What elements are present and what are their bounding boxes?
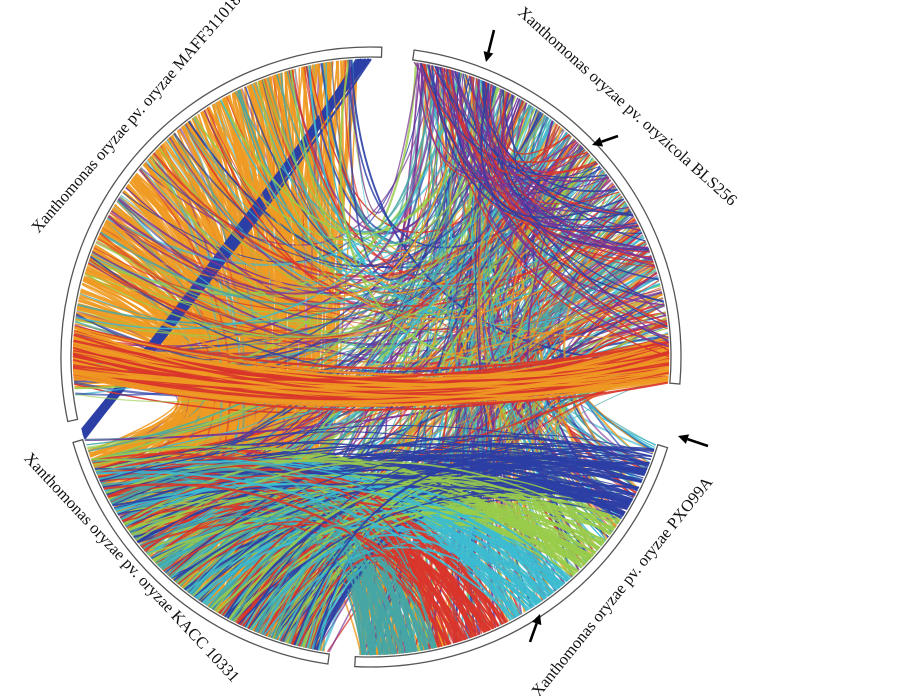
synteny-link [115, 483, 541, 604]
annotation-arrows [483, 29, 709, 643]
synteny-link [73, 369, 669, 407]
synteny-link [192, 71, 456, 597]
annotation-arrow [528, 614, 542, 643]
synteny-link [72, 340, 669, 381]
synteny-link [73, 355, 670, 404]
synteny-link [176, 479, 605, 584]
synteny-link [254, 524, 382, 655]
synteny-link [184, 123, 626, 307]
synteny-link [423, 63, 570, 180]
synteny-link [478, 79, 639, 228]
synteny-link [325, 62, 642, 311]
synteny-link [76, 293, 663, 350]
genome-segment-kacc [72, 438, 330, 665]
synteny-link [442, 67, 668, 324]
synteny-link [152, 501, 593, 561]
synteny-ribbons [72, 58, 670, 656]
synteny-link [138, 84, 493, 310]
synteny-link [263, 546, 531, 636]
synteny-link [228, 479, 611, 620]
synteny-link [348, 59, 420, 214]
synteny-link [168, 515, 413, 653]
synteny-link [73, 335, 669, 388]
synteny-link [472, 76, 652, 258]
synteny-link [499, 88, 650, 253]
synteny-link [125, 475, 523, 615]
synteny-link [219, 86, 499, 235]
synteny-link [232, 92, 640, 320]
synteny-link [99, 437, 647, 482]
synteny-link [480, 83, 625, 219]
synteny-link [109, 462, 410, 653]
genome-segment-maff [60, 46, 383, 423]
synteny-link [347, 59, 457, 223]
synteny-link [489, 84, 668, 329]
synteny-link [297, 554, 468, 647]
synteny-link [501, 92, 620, 205]
synteny-link [317, 503, 554, 651]
annotation-arrow [678, 434, 709, 448]
synteny-link [452, 70, 670, 348]
synteny-link [270, 522, 438, 648]
synteny-link [184, 69, 451, 245]
synteny-link [140, 522, 452, 645]
synteny-link [502, 89, 618, 193]
synteny-link [96, 470, 516, 619]
synteny-link [454, 70, 634, 217]
synteny-link [227, 457, 646, 620]
synteny-link [147, 505, 615, 556]
annotation-arrow [483, 29, 496, 62]
synteny-link [122, 64, 428, 263]
synteny-link [188, 485, 570, 595]
synteny-link [426, 64, 653, 260]
synteny-link [84, 67, 443, 441]
synteny-link [135, 461, 614, 542]
synteny-link [116, 483, 568, 583]
synteny-link [217, 261, 655, 614]
synteny-link [158, 528, 371, 656]
synteny-link [124, 474, 593, 558]
synteny-link [431, 65, 639, 232]
synteny-link [209, 504, 414, 653]
synteny-link [293, 456, 642, 646]
genome-segment-bls [412, 49, 682, 385]
synteny-link [90, 255, 663, 373]
synteny-link [72, 344, 669, 398]
annotation-arrow [592, 134, 619, 147]
synteny-link [348, 59, 514, 281]
synteny-link [247, 519, 504, 629]
genome-segment-frames [60, 46, 682, 668]
genome-segment-pxo [354, 443, 669, 668]
synteny-link [94, 468, 640, 488]
synteny-link [486, 83, 649, 249]
synteny-link [87, 68, 447, 450]
synteny-link [275, 66, 441, 233]
synteny-link [455, 71, 669, 339]
synteny-link [74, 326, 670, 377]
synteny-link [72, 359, 670, 391]
synteny-link [509, 138, 600, 550]
synteny-link [451, 70, 654, 262]
synteny-link [110, 66, 440, 295]
synteny-link [143, 74, 469, 298]
synteny-link [192, 495, 601, 597]
synteny-link [122, 475, 464, 641]
